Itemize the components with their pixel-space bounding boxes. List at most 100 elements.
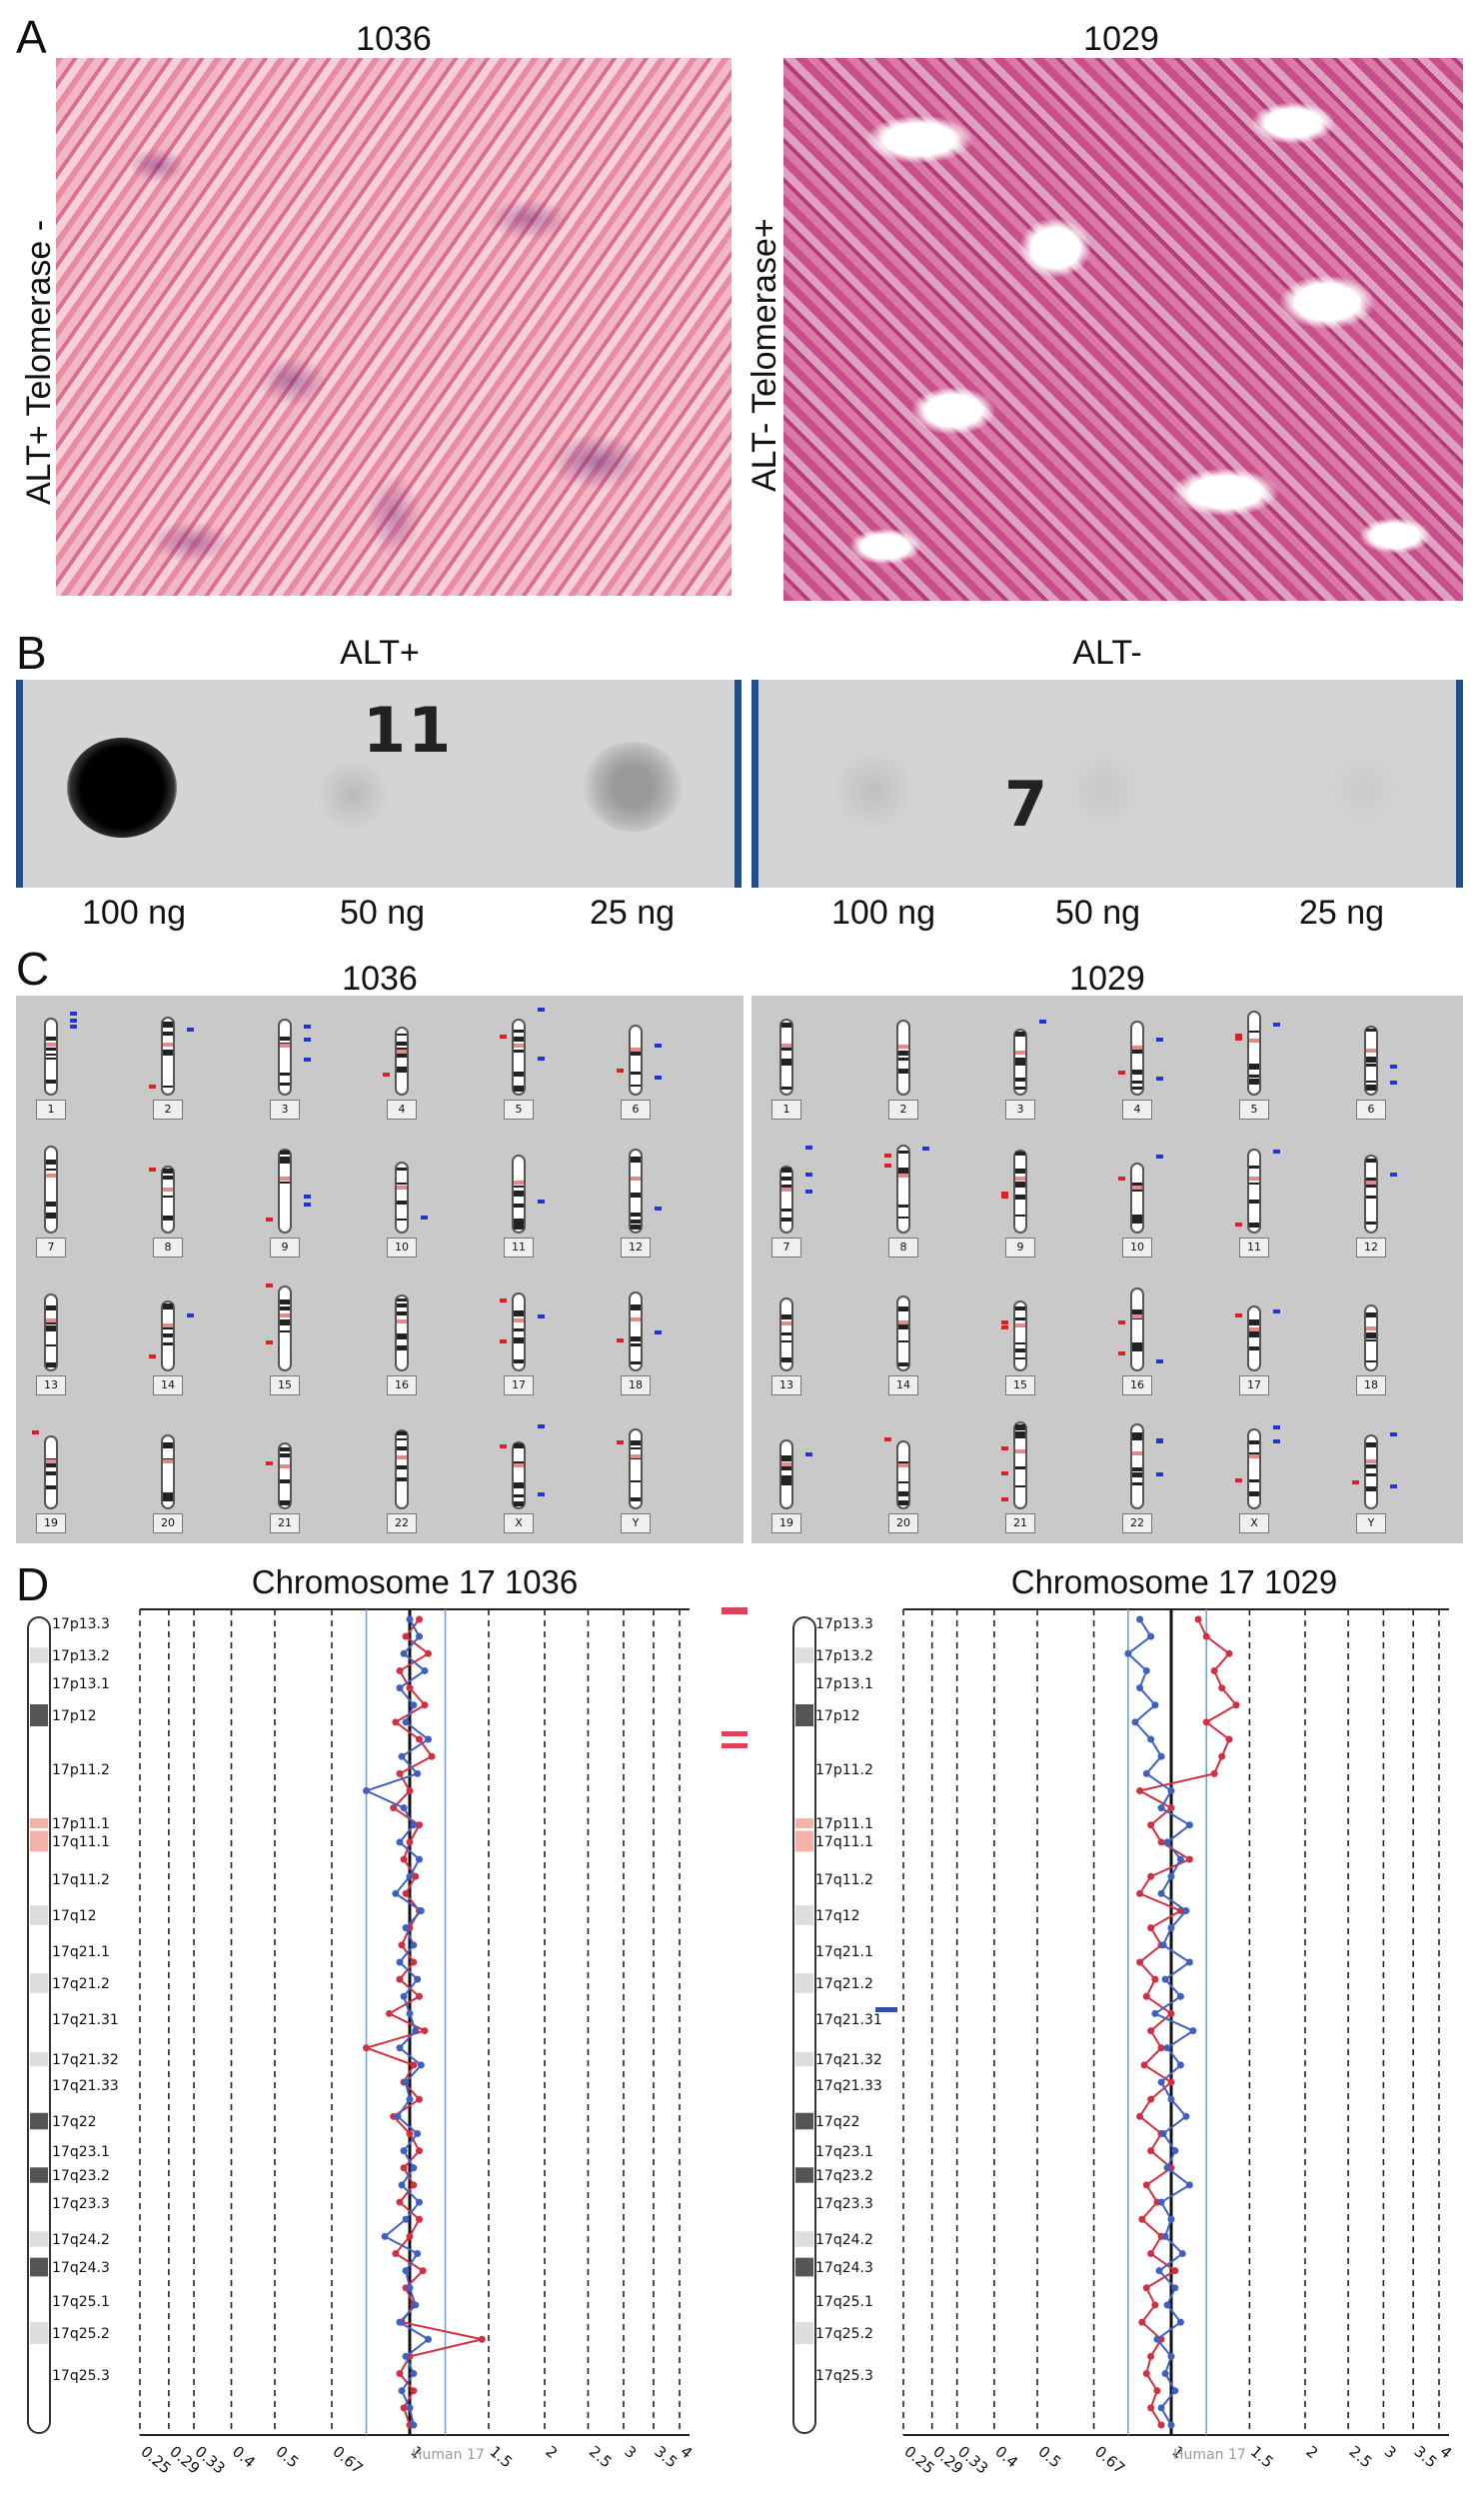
cnv-marker-red xyxy=(722,1743,747,1748)
left-band-17q24.2 xyxy=(30,2231,48,2247)
left-band-label-17q22: 17q22 xyxy=(52,2114,97,2130)
left-data-point xyxy=(410,2164,418,2172)
chromosome-ideogram-3 xyxy=(1013,1029,1027,1096)
chromosome-label-21: 21 xyxy=(1005,1513,1035,1533)
right-data-point xyxy=(1136,1786,1144,1794)
right-data-point xyxy=(1176,2061,1184,2069)
chromosome-ideogram-9 xyxy=(278,1149,292,1234)
left-band-17q12 xyxy=(30,1905,48,1925)
panel-d-left-title: Chromosome 17 1036 xyxy=(251,1563,579,1600)
chromosome-label-17: 17 xyxy=(1239,1375,1269,1395)
right-data-point xyxy=(1151,2301,1159,2309)
loss-marker xyxy=(1001,1192,1008,1196)
gain-marker xyxy=(655,1207,662,1211)
right-data-point xyxy=(1194,1615,1202,1623)
panel-a-right-side-label: ALT- Telomerase+ xyxy=(745,218,783,492)
right-band-label-17q21.32: 17q21.32 xyxy=(815,2052,882,2068)
right-band-label-17q24.3: 17q24.3 xyxy=(815,2260,873,2276)
left-data-point xyxy=(396,1958,404,1966)
left-data-point xyxy=(414,2250,422,2258)
gain-marker xyxy=(70,1019,77,1023)
right-data-point xyxy=(1167,1786,1175,1794)
chromosome-ideogram-18 xyxy=(1364,1304,1378,1371)
chromosome-label-15: 15 xyxy=(270,1375,300,1395)
loss-marker xyxy=(149,1354,156,1358)
panel-letter-a: A xyxy=(16,11,47,63)
chromosome-label-9: 9 xyxy=(1005,1238,1035,1258)
right-data-point xyxy=(1140,2061,1148,2069)
right-data-point xyxy=(1147,1735,1155,1743)
left-band-label-17q21.32: 17q21.32 xyxy=(52,2052,119,2068)
loss-marker xyxy=(1235,1034,1242,1038)
right-band-label-17q24.2: 17q24.2 xyxy=(815,2232,873,2248)
left-band-label-17p13.1: 17p13.1 xyxy=(52,1676,110,1692)
right-data-point xyxy=(1182,2112,1190,2120)
karyotype-1029: 1 2 3 4 5 6 7 8 9 10 11 12 13 14 15 16 17 18 19 20 21 22 X Y xyxy=(751,996,1463,1543)
blot-number-label-neg: 7 xyxy=(1004,768,1050,841)
chromosome-ideogram-10 xyxy=(1130,1163,1144,1234)
gain-marker xyxy=(304,1195,311,1199)
gain-marker xyxy=(1039,1020,1046,1024)
right-data-point xyxy=(1167,1804,1175,1812)
gain-marker xyxy=(304,1025,311,1029)
right-band-17q12 xyxy=(795,1905,813,1925)
gain-marker xyxy=(805,1452,812,1456)
right-data-point xyxy=(1210,1666,1218,1674)
right-band-label-17q23.1: 17q23.1 xyxy=(815,2144,873,2160)
left-data-point xyxy=(410,1821,418,1829)
left-band-label-17q23.3: 17q23.3 xyxy=(52,2196,110,2212)
chromosome-ideogram-4 xyxy=(395,1027,409,1096)
chromosome-label-18: 18 xyxy=(1356,1375,1386,1395)
right-data-point xyxy=(1171,2387,1179,2395)
left-band-17p11.1 xyxy=(30,1818,48,1828)
chromosome-label-15: 15 xyxy=(1005,1375,1035,1395)
gain-marker xyxy=(1156,1472,1163,1476)
chromosome-ideogram-20 xyxy=(161,1434,175,1509)
left-band-label-17p13.2: 17p13.2 xyxy=(52,1648,110,1664)
cnv-marker-red xyxy=(722,1731,747,1736)
gain-marker xyxy=(1156,1359,1163,1363)
right-tick-label: 1.5 xyxy=(1247,2442,1277,2471)
loss-marker xyxy=(266,1218,273,1222)
left-data-point xyxy=(412,1872,420,1880)
right-band-label-17q21.1: 17q21.1 xyxy=(815,1944,873,1960)
loss-marker xyxy=(383,1073,390,1077)
left-data-point xyxy=(421,1666,429,1674)
right-data-point xyxy=(1178,2250,1186,2258)
gain-marker xyxy=(1390,1065,1397,1069)
right-data-point xyxy=(1157,2421,1165,2429)
chromosome-ideogram-17 xyxy=(1247,1305,1261,1371)
left-band-17q22 xyxy=(30,2112,48,2130)
left-ideogram-outline xyxy=(27,1616,51,2434)
right-data-point xyxy=(1147,2027,1155,2035)
chromosome-label-4: 4 xyxy=(1122,1100,1152,1120)
panel-b-left-title: ALT+ xyxy=(340,634,420,672)
right-data-point xyxy=(1167,2421,1175,2429)
left-data-point xyxy=(410,1701,418,1709)
left-band-17p13.2 xyxy=(30,1647,48,1663)
left-data-point xyxy=(410,2061,418,2069)
right-band-label-17p11.1: 17p11.1 xyxy=(815,1816,873,1832)
left-band-label-17q24.2: 17q24.2 xyxy=(52,2232,110,2248)
chromosome-label-19: 19 xyxy=(771,1513,801,1533)
panel-letter-c: C xyxy=(16,943,50,995)
right-data-point xyxy=(1163,2164,1171,2172)
right-data-point xyxy=(1157,1838,1165,1846)
left-band-17q21.2 xyxy=(30,1973,48,1993)
chromosome-label-18: 18 xyxy=(621,1375,651,1395)
left-data-point xyxy=(400,2404,408,2412)
amount-label-100ng: 100 ng xyxy=(82,894,186,932)
panel-a-left-side-label: ALT+ Telomerase - xyxy=(20,219,58,505)
left-tick-label: 0.25 xyxy=(137,2442,174,2477)
chromosome-ideogram-X xyxy=(1247,1428,1261,1509)
dot-blot-alt-positive: 11 xyxy=(16,680,742,888)
right-data-point xyxy=(1151,1975,1159,1983)
left-band-label-17q11.1: 17q11.1 xyxy=(52,1834,110,1850)
loss-marker xyxy=(149,1085,156,1089)
gain-marker xyxy=(538,1057,545,1061)
panel-b-right-title: ALT- xyxy=(1072,634,1142,672)
left-data-point xyxy=(414,1769,422,1777)
gain-marker xyxy=(1273,1439,1280,1443)
left-data-point xyxy=(421,2027,429,2035)
left-band-label-17q25.3: 17q25.3 xyxy=(52,2368,110,2384)
